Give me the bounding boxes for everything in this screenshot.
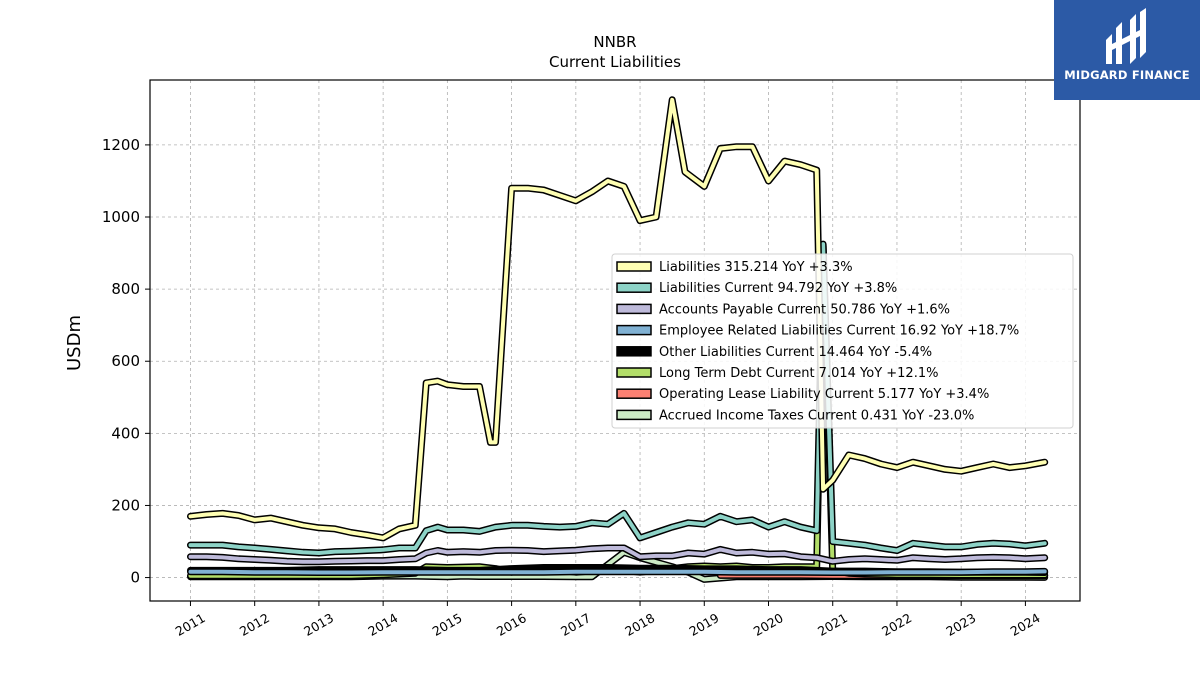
legend-swatch bbox=[616, 367, 652, 378]
legend-swatch bbox=[616, 388, 652, 399]
y-tick-label: 200 bbox=[111, 496, 140, 514]
x-tick-label: 2011 bbox=[173, 610, 208, 639]
legend-swatch bbox=[616, 282, 652, 293]
x-axis-ticks: 2011 2012 2013 2014 2015 2016 2017 2018 2019 2020… bbox=[173, 601, 1043, 639]
x-tick-label: 2018 bbox=[622, 610, 657, 639]
y-tick-label: 600 bbox=[111, 352, 140, 370]
x-tick-label: 2023 bbox=[943, 610, 978, 639]
x-tick-label: 2014 bbox=[365, 610, 400, 639]
legend-box bbox=[611, 253, 1074, 429]
legend-entry: Operating Lease Liability Current 5.177 … bbox=[659, 387, 989, 402]
legend-entry: Liabilities Current 94.792 YoY +3.8% bbox=[659, 281, 897, 296]
series-line-1 bbox=[187, 240, 1049, 557]
legend-entry: Long Term Debt Current 7.014 YoY +12.1% bbox=[659, 366, 938, 381]
series-stroke bbox=[188, 97, 1047, 540]
chart-subtitle: Current Liabilities bbox=[549, 53, 681, 71]
legend: Liabilities 315.214 YoY +3.3% Liabilities… bbox=[611, 253, 1074, 429]
series-stroke bbox=[188, 242, 1047, 555]
legend-swatch bbox=[616, 303, 652, 315]
y-axis-label: USDm bbox=[64, 315, 85, 371]
x-tick-label: 2024 bbox=[1008, 610, 1043, 639]
plot-frame bbox=[149, 79, 1081, 602]
x-tick-label: 2017 bbox=[558, 610, 593, 639]
y-tick-label: 1200 bbox=[102, 136, 140, 154]
y-tick-label: 800 bbox=[111, 280, 140, 298]
logo-mark-icon bbox=[1106, 8, 1146, 64]
series-line-0 bbox=[187, 96, 1049, 542]
legend-entry: Employee Related Liabilities Current 16.… bbox=[659, 324, 1019, 339]
y-axis-ticks: 0 200 400 600 800 1000 1200 bbox=[102, 136, 150, 587]
x-tick-label: 2022 bbox=[879, 610, 914, 639]
series-line-3 bbox=[187, 567, 1049, 576]
legend-entry: Other Liabilities Current 14.464 YoY -5.… bbox=[659, 345, 932, 360]
x-tick-label: 2015 bbox=[430, 610, 465, 639]
y-tick-label: 400 bbox=[111, 424, 140, 442]
chart-title: NNBR bbox=[593, 33, 636, 51]
x-tick-label: 2019 bbox=[686, 610, 721, 639]
legend-swatch bbox=[616, 261, 652, 272]
legend-entry: Liabilities 315.214 YoY +3.3% bbox=[659, 260, 853, 275]
series-line-2 bbox=[187, 544, 1049, 566]
y-tick-label: 0 bbox=[130, 569, 140, 587]
x-tick-label: 2020 bbox=[751, 610, 786, 639]
logo-text: MIDGARD FINANCE bbox=[1064, 68, 1190, 82]
series-stroke bbox=[188, 546, 1047, 564]
legend-entry: Accounts Payable Current 50.786 YoY +1.6… bbox=[659, 302, 950, 317]
x-tick-label: 2013 bbox=[301, 610, 336, 639]
legend-swatch bbox=[616, 324, 652, 336]
legend-swatch bbox=[616, 346, 652, 357]
legend-swatch bbox=[616, 409, 652, 421]
brand-logo: MIDGARD FINANCE bbox=[1054, 0, 1200, 100]
x-tick-label: 2021 bbox=[815, 610, 850, 639]
x-tick-label: 2016 bbox=[494, 610, 529, 639]
legend-entry: Accrued Income Taxes Current 0.431 YoY -… bbox=[659, 408, 974, 423]
x-tick-label: 2012 bbox=[237, 610, 272, 639]
series-group bbox=[187, 96, 1049, 583]
series-stroke bbox=[188, 569, 1047, 575]
y-tick-label: 1000 bbox=[102, 208, 140, 226]
